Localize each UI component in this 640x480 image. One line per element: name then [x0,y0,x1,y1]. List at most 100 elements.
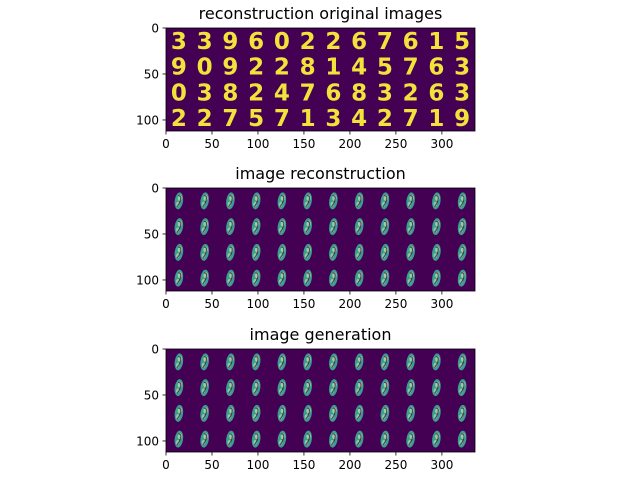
digit-cell: 0 [197,55,213,81]
blob-cell [226,379,235,397]
digit-cell: 2 [248,55,264,81]
y-tick-label: 50 [144,388,159,402]
digit-cell: 0 [171,80,187,106]
axes-frame [165,27,476,132]
blob-cell [380,269,390,287]
digit-cell: 4 [351,55,367,81]
blob-cell [380,243,390,261]
x-tick-label: 0 [162,137,170,151]
digit-cell: 2 [197,106,213,132]
blob-cell [432,269,441,287]
blob-cell [200,430,209,448]
blob-cell [303,243,312,261]
digit-cell: 4 [274,80,290,106]
digit-cell: 1 [428,29,444,55]
x-tick-label: 300 [430,137,453,151]
blob-cell [174,192,184,210]
blob-cell [200,243,209,261]
digit-cell: 3 [197,80,213,106]
axes-frame [165,348,476,453]
blob-cell [226,243,235,261]
blob-cell [406,404,415,422]
digit-cell: 7 [274,106,290,132]
y-tick-label: 100 [136,113,159,127]
blob-cell [200,218,209,236]
digit-cell: 4 [351,106,367,132]
x-tick-label: 150 [292,137,315,151]
digit-cell: 9 [222,55,238,81]
digit-cell: 3 [171,29,187,55]
blob-cell [251,269,261,287]
x-tick-label: 300 [430,297,453,311]
blob-cell [432,218,441,236]
digit-cell: 7 [300,80,316,106]
blob-cell [174,218,184,236]
blob-cell [354,218,364,236]
x-tick-label: 0 [162,458,170,472]
blob-cell [303,269,312,287]
x-tick-label: 0 [162,297,170,311]
blob-cell [174,353,184,371]
digit-cell: 9 [171,55,187,81]
x-tick-label: 150 [292,297,315,311]
digit-cell: 9 [222,29,238,55]
digit-cell: 8 [300,55,316,81]
blob-cell [406,192,415,210]
y-tick-label: 100 [136,273,159,287]
digit-cell: 2 [300,29,316,55]
digit-cell: 5 [248,106,264,132]
blob-cell [457,269,467,287]
blob-cell [432,430,441,448]
digit-cell: 5 [377,55,393,81]
blob-cell [200,404,209,422]
blob-cell [303,404,312,422]
digit-cell: 3 [454,80,470,106]
blob-cell [277,243,287,261]
x-tick-label: 250 [384,458,407,472]
blob-cell [432,353,441,371]
digit-cell: 2 [403,80,419,106]
blob-cell [200,353,209,371]
blob-cell [406,379,415,397]
blob-cell [251,379,261,397]
subplot-2: image reconstruction 0 50 100 150 200 250 300 0 5… [136,164,476,311]
blob-cell [329,430,338,448]
blob-cell [251,243,261,261]
blob-cell [457,243,467,261]
blob-cell [226,404,235,422]
blob-cell [303,430,312,448]
digit-cell: 6 [351,29,367,55]
blob-cell [226,430,235,448]
digit-cell: 3 [325,106,341,132]
blob-cell [277,269,287,287]
digit-cell: 3 [377,80,393,106]
digit-cell: 2 [274,55,290,81]
blob-cell [226,218,235,236]
blob-cell [354,192,364,210]
blob-cell [380,353,390,371]
x-tick-label: 50 [204,137,219,151]
blob-cell [354,430,364,448]
digit-cell: 2 [248,80,264,106]
blob-cell [457,430,467,448]
blob-cell [354,269,364,287]
y-tick-label: 0 [151,182,159,196]
blob-cell [226,353,235,371]
blob-cell [200,192,209,210]
digit-cell: 2 [325,29,341,55]
y-tick-label: 100 [136,434,159,448]
x-tick-label: 250 [384,137,407,151]
digit-cell: 6 [428,80,444,106]
x-tick-label: 100 [247,297,270,311]
blob-cell [277,404,287,422]
x-tick-label: 100 [247,458,270,472]
digit-cell: 7 [222,106,238,132]
digit-cell: 9 [454,106,470,132]
blob-cell [406,243,415,261]
digit-cell: 0 [274,29,290,55]
x-tick-label: 300 [430,458,453,472]
blob-cell [303,218,312,236]
blob-cell [432,379,441,397]
digit-cell: 6 [248,29,264,55]
